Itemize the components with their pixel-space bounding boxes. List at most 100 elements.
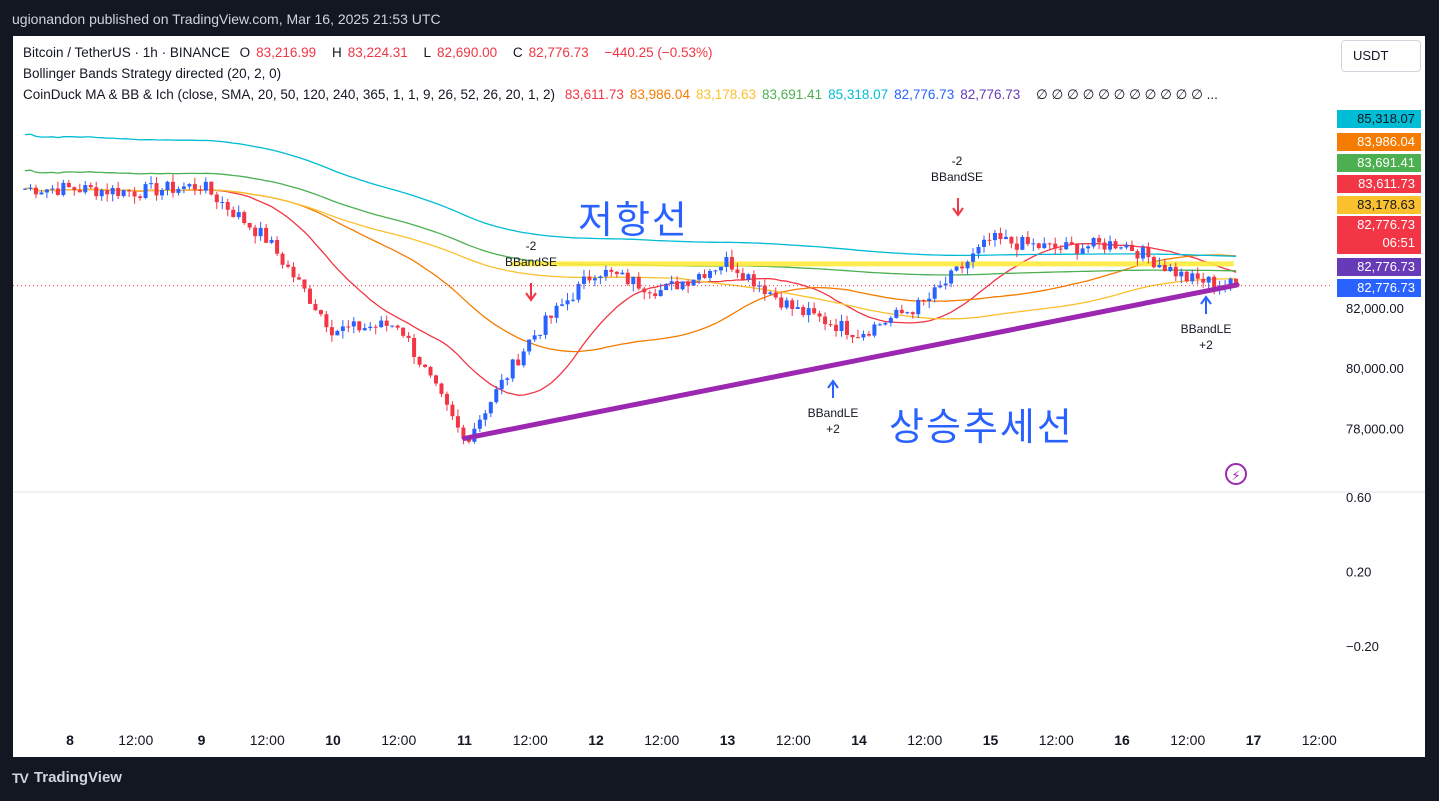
candle-body — [773, 292, 778, 298]
candle-body — [50, 188, 55, 190]
x-tick-label: 12:00 — [1302, 732, 1337, 748]
candle-body — [329, 327, 334, 336]
candle-body — [428, 366, 433, 376]
candle-body — [1190, 273, 1195, 282]
x-tick-label: 10 — [325, 732, 341, 748]
candle-body — [395, 325, 400, 328]
ohlc-high: H 83,224.31 — [331, 45, 408, 60]
candle-body — [680, 281, 685, 290]
candle-body — [971, 253, 976, 262]
candle-body — [1184, 271, 1189, 282]
candle-body — [718, 266, 723, 271]
buy-arrow-2 — [1200, 295, 1212, 314]
price-chart[interactable]: 82,000.00 80,000.00 78,000.00 0.60 0.20 −0.20… — [13, 36, 1425, 757]
candle-body — [598, 276, 603, 279]
candle-body — [231, 209, 236, 217]
candle-body — [1168, 266, 1173, 272]
candle-body — [335, 330, 340, 336]
price-tag: 83,611.73 — [1337, 175, 1421, 193]
buy-signal-2: BBandLE +2 — [1180, 322, 1232, 352]
candle-body — [99, 190, 104, 197]
candle-body — [834, 324, 839, 332]
x-tick-label: 12:00 — [1170, 732, 1205, 748]
candle-body — [1069, 242, 1074, 245]
indicator-tick-label: −0.20 — [1346, 639, 1379, 654]
indicator-value: 83,986.04 — [629, 87, 690, 102]
candle-body — [61, 182, 66, 195]
indicator-value: 83,178.63 — [695, 87, 757, 102]
candle-body — [708, 271, 712, 278]
strategy-legend[interactable]: Bollinger Bands Strategy directed (20, 2… — [23, 66, 282, 81]
candle-body — [154, 183, 159, 196]
candle-body — [28, 187, 33, 189]
sell-signal-1: -2 BBandSE — [504, 239, 558, 269]
symbol-title[interactable]: Bitcoin / TetherUS · 1h · BINANCE — [23, 45, 230, 60]
candle-body — [44, 189, 49, 193]
candle-body — [1157, 264, 1162, 268]
candle-body — [187, 184, 192, 187]
candle-body — [1201, 278, 1206, 283]
ma-line — [24, 187, 1237, 396]
candle-body — [516, 359, 521, 366]
candle-body — [938, 285, 943, 288]
tv-logo-icon: TV — [12, 769, 29, 786]
candle-body — [1119, 247, 1123, 249]
tradingview-logo[interactable]: TV TradingView — [12, 769, 122, 786]
symbol-legend: Bitcoin / TetherUS · 1h · BINANCE O 83,21… — [23, 45, 719, 60]
ma-line — [24, 133, 1237, 257]
candle-body — [653, 293, 658, 297]
x-tick-label: 12:00 — [250, 732, 285, 748]
candle-body — [269, 239, 274, 243]
candle-body — [686, 281, 691, 286]
candle-body — [121, 190, 126, 196]
indicator-legend[interactable]: CoinDuck MA & BB & Ich (close, SMA, 20, … — [23, 87, 1224, 103]
candle-body — [1091, 237, 1096, 247]
sell-arrow-1 — [525, 283, 537, 302]
candle-body — [560, 304, 565, 306]
currency-button[interactable]: USDT — [1341, 40, 1421, 72]
candle-body — [549, 315, 554, 318]
indicator-tick-label: 0.60 — [1346, 490, 1371, 505]
candle-body — [724, 256, 729, 267]
candle-body — [768, 292, 773, 295]
candle-body — [494, 389, 499, 403]
candle-body — [861, 333, 866, 338]
candle-body — [894, 309, 899, 318]
candle-body — [1234, 278, 1239, 285]
chart-frame[interactable]: 82,000.00 80,000.00 78,000.00 0.60 0.20 −0.20… — [13, 36, 1425, 757]
candle-body — [461, 427, 466, 439]
candle-body — [72, 187, 77, 191]
candle-body — [1162, 264, 1167, 272]
candle-body — [318, 310, 323, 315]
candle-body — [170, 181, 175, 193]
candle-body — [357, 321, 362, 331]
lightning-icon[interactable]: ⚡ — [1225, 463, 1247, 485]
candle-body — [845, 320, 849, 335]
x-tick-label: 12:00 — [907, 732, 942, 748]
indicator-value: 82,776.73 — [894, 87, 955, 102]
uptrend-label: 상승추세선 — [889, 407, 1074, 449]
candle-body — [949, 270, 954, 284]
candle-body — [916, 299, 921, 315]
candle-body — [713, 270, 718, 272]
candle-body — [806, 308, 811, 316]
candle-body — [987, 239, 992, 241]
candle-body — [631, 276, 636, 285]
candle-body — [209, 181, 214, 195]
candle-body — [297, 277, 301, 280]
candle-body — [160, 190, 164, 196]
candle-body — [812, 308, 817, 314]
buy-signal-1: BBandLE +2 — [807, 406, 859, 436]
candle-body — [143, 184, 148, 198]
candle-body — [1075, 244, 1080, 254]
candle-body — [823, 316, 828, 325]
candle-body — [192, 184, 197, 190]
footer-bar: TV TradingView — [0, 757, 1439, 801]
candle-body — [1014, 243, 1019, 250]
candle-body — [757, 285, 762, 287]
price-tag: 83,691.41 — [1337, 154, 1421, 172]
candle-body — [488, 402, 493, 414]
candle-body — [943, 283, 948, 286]
candle-body — [1064, 242, 1069, 250]
price-tag: 85,318.07 — [1337, 110, 1421, 128]
